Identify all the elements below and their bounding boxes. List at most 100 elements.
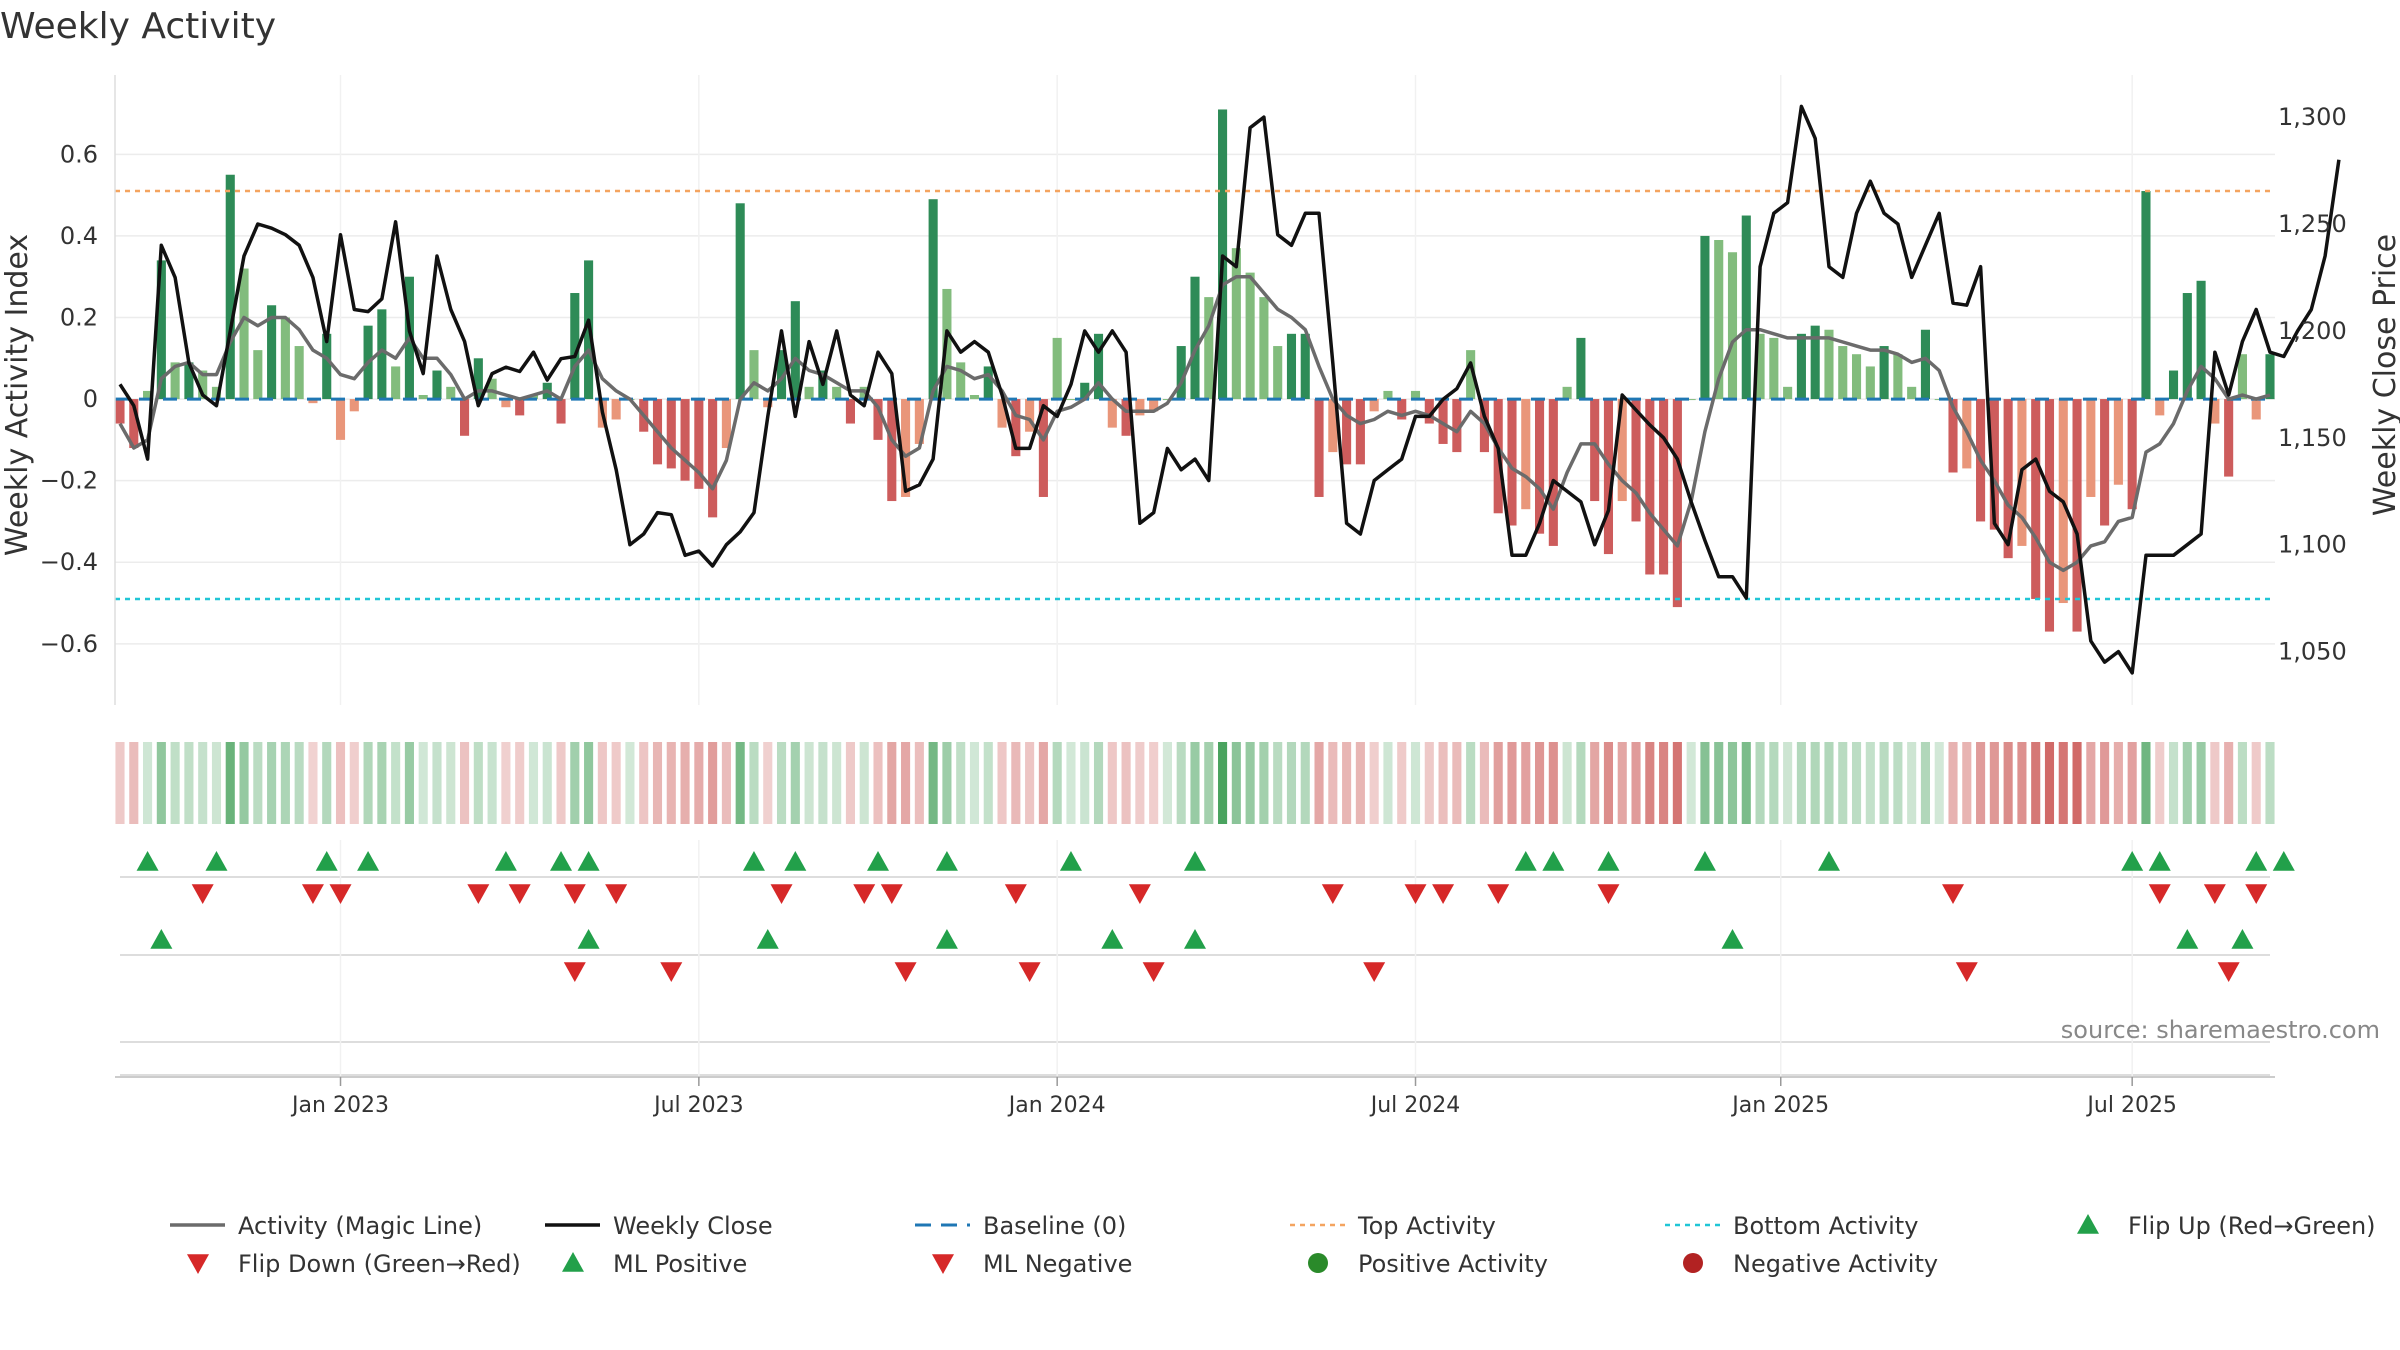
strip-cell: [1121, 742, 1131, 824]
strip-cell: [1190, 742, 1200, 824]
strip-cell: [515, 742, 525, 824]
flip-up-marker: [205, 851, 228, 871]
strip-cell: [1300, 742, 1310, 824]
strip-cell: [1893, 742, 1903, 824]
flip-down-marker: [1128, 884, 1151, 904]
strip-cell: [1025, 742, 1035, 824]
activity-bar: [391, 366, 401, 400]
activity-bar: [2044, 399, 2055, 632]
strip-cell: [363, 742, 373, 824]
activity-bar: [1714, 240, 1724, 400]
flip-up-marker: [2148, 851, 2171, 871]
ml-negative-marker: [563, 962, 586, 982]
strip-cell: [1204, 742, 1214, 824]
activity-bar: [115, 399, 125, 424]
activity-bar: [928, 199, 938, 400]
strip-cell: [928, 742, 938, 824]
legend-item: ML Negative: [932, 1250, 1132, 1278]
legend-item: Negative Activity: [1683, 1250, 1938, 1278]
activity-bar: [1659, 399, 1669, 575]
strip-cell: [1948, 742, 1958, 824]
strip-cell: [1466, 742, 1476, 824]
legend-label: ML Positive: [613, 1250, 747, 1278]
strip-cell: [914, 742, 924, 824]
flip-down-marker: [770, 884, 793, 904]
strip-cell: [1865, 742, 1875, 824]
strip-cell: [1355, 742, 1365, 824]
strip-cell: [1286, 742, 1297, 824]
activity-bar: [570, 293, 580, 400]
flip-down-marker: [329, 884, 352, 904]
strip-cell: [1755, 742, 1765, 824]
strip-cell: [335, 742, 346, 824]
activity-bar: [1093, 333, 1104, 400]
activity-bar: [694, 399, 704, 489]
activity-bar: [1080, 382, 1090, 400]
legend-swatch: [1308, 1253, 1328, 1273]
strip-cell: [1162, 742, 1172, 824]
strip-cell: [887, 742, 897, 824]
strip-cell: [859, 742, 869, 824]
flip-up-marker: [2245, 851, 2268, 871]
activity-bar: [2127, 399, 2137, 510]
activity-bar: [1603, 399, 1614, 555]
legend-swatch: [1683, 1253, 1703, 1273]
strip-cell: [1521, 742, 1531, 824]
activity-bar: [1286, 333, 1297, 400]
legend-label: Flip Down (Green→Red): [238, 1250, 521, 1278]
legend-label: Weekly Close: [613, 1212, 773, 1240]
activity-bar: [1645, 399, 1655, 575]
ml-positive-marker: [1184, 929, 1206, 949]
activity-bar: [170, 362, 180, 400]
strip-cell: [1107, 742, 1117, 824]
activity-bars: [115, 109, 2275, 632]
flip-down-marker: [1432, 884, 1455, 904]
magic-line: [118, 274, 2271, 573]
strip-cell: [542, 742, 552, 824]
activity-bar: [1824, 329, 1834, 400]
activity-bar: [1810, 325, 1820, 400]
flip-down-marker: [1321, 884, 1344, 904]
flip-up-marker: [867, 851, 890, 871]
strip-cell: [873, 742, 883, 824]
strip-cell: [997, 742, 1007, 824]
activity-bar: [2031, 399, 2041, 599]
activity-bar: [611, 399, 621, 420]
strip-cell: [901, 742, 911, 824]
strip-cell: [404, 742, 414, 824]
activity-bar: [1576, 337, 1586, 400]
activity-bar: [1452, 399, 1462, 453]
strip-cell: [1603, 742, 1614, 824]
strip-cell: [776, 742, 787, 824]
strip-cell: [1727, 742, 1738, 824]
strip-cell: [1328, 742, 1338, 824]
strip-cell: [735, 742, 745, 824]
activity-bar: [2196, 280, 2206, 400]
strip-cell: [818, 742, 828, 824]
strip-cell: [1879, 742, 1889, 824]
strip-cell: [1769, 742, 1779, 824]
activity-bar: [211, 386, 222, 400]
strip-cell: [2031, 742, 2041, 824]
activity-bar: [515, 399, 525, 416]
ml-positive-marker: [2176, 929, 2199, 949]
legend-swatch: [2077, 1214, 2099, 1234]
activity-bar: [914, 399, 924, 444]
strip-cell: [749, 742, 759, 824]
strip-cell: [611, 742, 621, 824]
strip-cell: [832, 742, 842, 824]
strip-cell: [1080, 742, 1090, 824]
flip-up-marker: [577, 851, 600, 871]
strip-cell: [1824, 742, 1834, 824]
legend-item: Positive Activity: [1308, 1250, 1548, 1278]
strip-cell: [721, 742, 731, 824]
activity-bar: [1783, 386, 1793, 400]
strip-cell: [1273, 742, 1283, 824]
y-tick-right: 1,150: [2278, 424, 2347, 452]
series-lines: [118, 104, 2341, 675]
strip-cell: [1645, 742, 1655, 824]
activity-bar: [2141, 191, 2151, 400]
ml-positive-marker: [1101, 929, 1124, 949]
flip-down-marker: [563, 884, 586, 904]
activity-bar: [1631, 399, 1641, 522]
